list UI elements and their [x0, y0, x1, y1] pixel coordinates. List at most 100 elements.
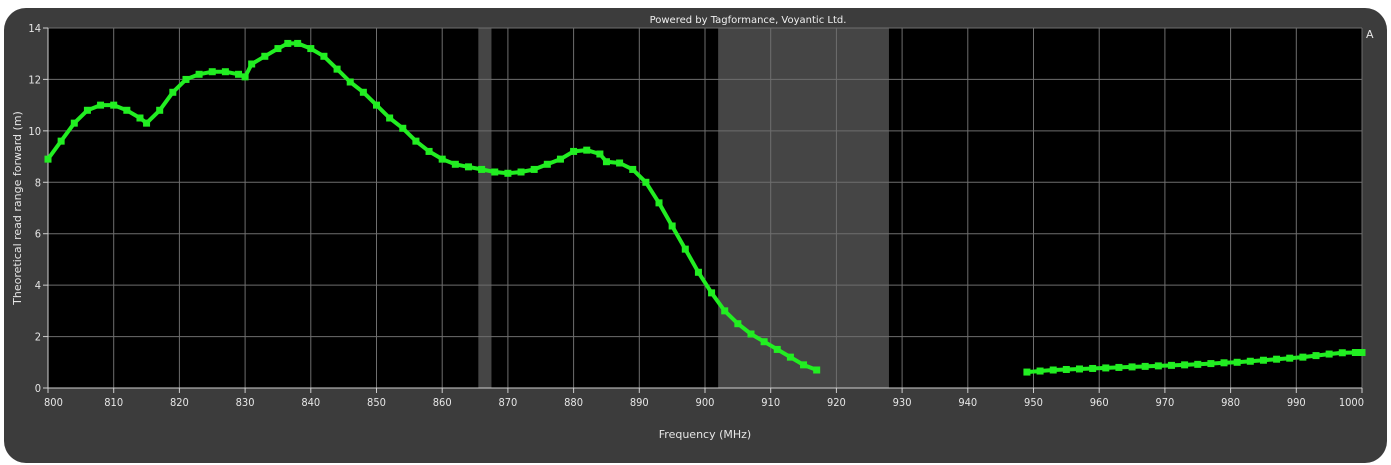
point-0-33 — [451, 160, 459, 168]
point-1-13 — [1194, 360, 1202, 368]
x-tick-label-990: 990 — [1287, 396, 1306, 409]
point-0-14 — [221, 68, 229, 76]
x-tick-label-910: 910 — [761, 396, 780, 409]
band-0 — [478, 28, 492, 388]
point-1-11 — [1167, 361, 1175, 369]
x-tick-label-920: 920 — [827, 396, 846, 409]
x-tick-label-860: 860 — [433, 396, 452, 409]
point-0-43 — [583, 146, 591, 154]
point-0-31 — [425, 147, 433, 155]
point-0-47 — [629, 165, 637, 173]
point-0-51 — [681, 245, 689, 253]
y-tick-label-8: 8 — [35, 176, 41, 189]
point-1-9 — [1141, 362, 1149, 370]
point-0-16 — [241, 73, 249, 81]
point-0-25 — [346, 78, 354, 86]
y-axis: 0 2 4 6 8 10 12 14 — [28, 22, 49, 395]
point-0-49 — [655, 199, 663, 207]
shaded-bands — [478, 28, 889, 388]
x-axis: 800 810 820 830 840 850 860 870 880 890 900 910 920 9… — [44, 387, 1364, 409]
point-0-40 — [543, 160, 551, 168]
point-1-2 — [1049, 366, 1057, 374]
point-0-9 — [156, 106, 164, 114]
chart-frame: Powered by Tagformance, Voyantic Ltd. 0 2… — [4, 8, 1387, 463]
x-tick-label-890: 890 — [630, 396, 649, 409]
x-tick-label-800: 800 — [44, 396, 63, 409]
point-0-35 — [478, 165, 486, 173]
point-0-44 — [596, 150, 604, 158]
point-0-28 — [386, 114, 394, 122]
point-0-57 — [760, 338, 768, 346]
x-tick-label-870: 870 — [498, 396, 517, 409]
point-0-58 — [773, 345, 781, 353]
point-0-37 — [504, 169, 512, 177]
x-tick-label-960: 960 — [1090, 396, 1109, 409]
y-axis-label: Theoretical read range forward (m) — [11, 111, 24, 306]
x-tick-label-900: 900 — [696, 396, 715, 409]
point-0-4 — [97, 101, 105, 109]
y-tick-label-10: 10 — [28, 125, 41, 138]
point-0-12 — [195, 70, 203, 78]
band-1 — [718, 28, 889, 388]
point-1-6 — [1102, 364, 1110, 372]
point-0-15 — [235, 70, 243, 78]
point-1-8 — [1128, 363, 1136, 371]
x-tick-label-950: 950 — [1024, 396, 1043, 409]
point-1-1 — [1036, 367, 1044, 375]
point-1-17 — [1246, 357, 1254, 365]
x-tick-label-930: 930 — [893, 396, 912, 409]
point-1-16 — [1233, 358, 1241, 366]
point-1-7 — [1115, 363, 1123, 371]
point-1-24 — [1338, 349, 1346, 357]
point-1-10 — [1154, 362, 1162, 370]
point-1-15 — [1220, 359, 1228, 367]
x-tick-label-970: 970 — [1155, 396, 1174, 409]
point-1-14 — [1207, 360, 1215, 368]
read-range-chart: Powered by Tagformance, Voyantic Ltd. 0 2… — [11, 15, 1374, 441]
x-tick-label-830: 830 — [236, 396, 255, 409]
point-0-19 — [274, 45, 282, 53]
x-tick-label-840: 840 — [301, 396, 320, 409]
point-1-18 — [1259, 356, 1267, 364]
series-read-range — [44, 39, 1366, 376]
point-0-61 — [813, 366, 821, 374]
point-0-6 — [123, 106, 131, 114]
edge-label: A — [1366, 28, 1374, 41]
point-1-26 — [1358, 349, 1366, 357]
point-0-5 — [110, 101, 118, 109]
point-1-3 — [1062, 365, 1070, 373]
point-0-21 — [294, 39, 302, 47]
point-0-32 — [438, 155, 446, 163]
point-0-30 — [412, 137, 420, 145]
point-1-23 — [1325, 350, 1333, 358]
point-0-0 — [44, 155, 52, 163]
point-0-36 — [491, 168, 499, 176]
y-tick-label-6: 6 — [35, 228, 41, 241]
point-0-22 — [307, 45, 315, 53]
point-0-39 — [530, 165, 538, 173]
point-1-25 — [1351, 349, 1359, 357]
point-1-22 — [1312, 352, 1320, 360]
x-tick-label-1000: 1000 — [1339, 396, 1364, 409]
point-0-29 — [399, 124, 407, 132]
point-0-8 — [143, 119, 151, 127]
point-0-27 — [373, 101, 380, 109]
point-0-10 — [169, 88, 177, 96]
y-tick-label-14: 14 — [28, 22, 41, 35]
point-1-21 — [1299, 353, 1307, 361]
point-1-19 — [1273, 355, 1281, 363]
point-0-23 — [320, 52, 328, 60]
point-0-42 — [570, 147, 578, 155]
grid-lines — [47, 27, 1363, 389]
point-0-18 — [261, 52, 269, 60]
point-0-50 — [668, 222, 676, 230]
point-0-13 — [208, 68, 216, 76]
point-0-20 — [284, 39, 292, 47]
point-0-17 — [248, 60, 256, 68]
point-0-34 — [464, 163, 472, 171]
point-0-56 — [747, 330, 755, 338]
point-0-59 — [786, 353, 794, 361]
point-0-52 — [694, 268, 702, 276]
point-0-46 — [616, 159, 624, 167]
point-0-53 — [708, 289, 716, 297]
